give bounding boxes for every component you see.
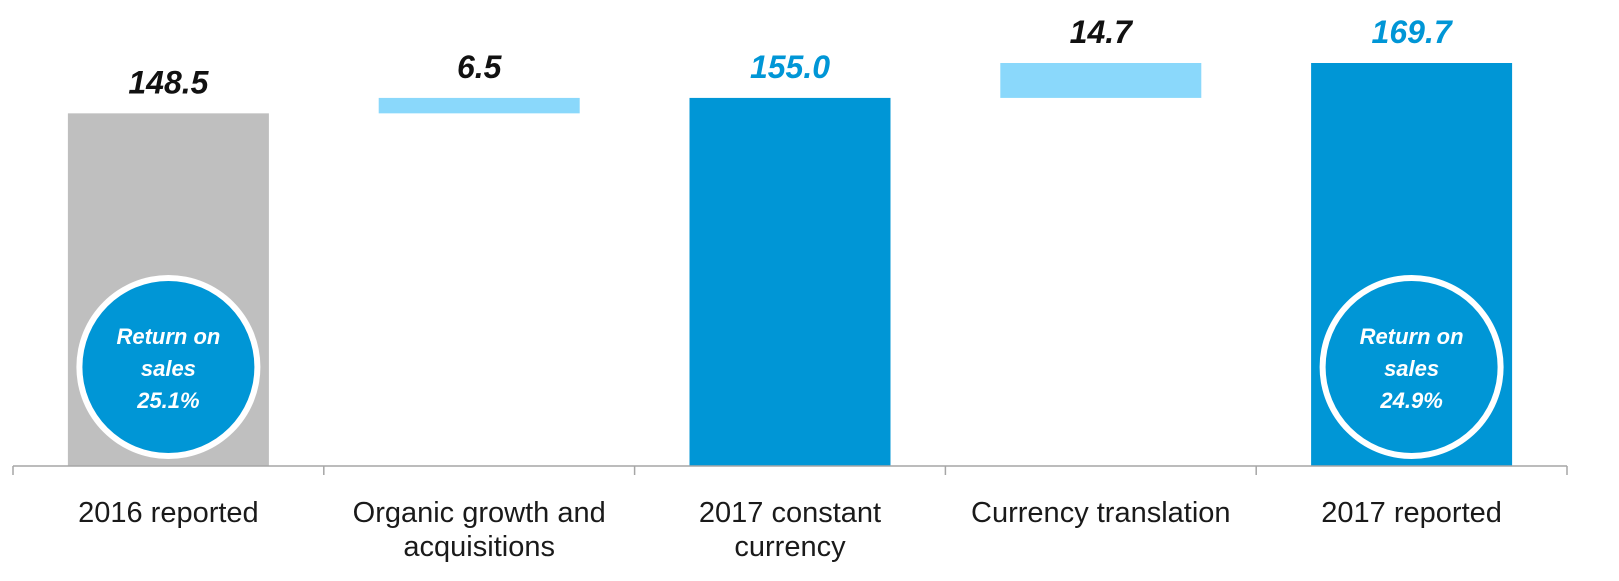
value-label-3: 155.0 — [750, 49, 830, 85]
category-label-line: 2017 constant — [699, 497, 881, 529]
category-label-4: Currency translation — [971, 497, 1231, 529]
category-label-line: 2017 reported — [1321, 497, 1502, 529]
badge-circle — [1325, 281, 1498, 453]
badge-text-line: sales — [141, 356, 196, 381]
value-label-5: 169.7 — [1372, 14, 1454, 50]
badge-text-line: 24.9% — [1379, 388, 1442, 413]
category-label-2: Organic growth and acquisitions — [353, 497, 606, 563]
category-label-line: currency — [734, 531, 846, 563]
return-on-sales-badge-2: Return on sales 24.9% — [1319, 275, 1504, 459]
return-on-sales-badges: Return on sales 25.1% Return on sales 24.9% — [76, 275, 1504, 459]
badge-text-line: Return on — [116, 324, 220, 349]
badge-text: Return on sales 24.9% — [1360, 324, 1464, 413]
category-label-line: acquisitions — [403, 531, 555, 563]
category-label-1: 2016 reported — [78, 497, 259, 529]
value-label-4: 14.7 — [1070, 14, 1134, 50]
x-axis — [12, 465, 1568, 475]
badge-text-line: Return on — [1360, 324, 1464, 349]
category-label-line: Organic growth and — [353, 497, 606, 529]
bar-2 — [378, 97, 580, 114]
category-label-line: 2016 reported — [78, 497, 259, 529]
value-labels: 148.5 6.5 155.0 14.7 169.7 — [128, 14, 1453, 100]
category-label-line: Currency translation — [971, 497, 1231, 529]
value-label-1: 148.5 — [128, 64, 209, 100]
value-label-2: 6.5 — [457, 49, 503, 85]
bars-layer — [67, 63, 1513, 467]
bar-4 — [1000, 63, 1202, 98]
badge-text-line: 25.1% — [136, 388, 199, 413]
bar-3 — [689, 97, 891, 467]
return-on-sales-badge-1: Return on sales 25.1% — [76, 275, 261, 459]
badge-text-line: sales — [1384, 356, 1439, 381]
category-label-3: 2017 constant currency — [699, 497, 881, 563]
badge-text: Return on sales 25.1% — [116, 324, 220, 413]
category-labels: 2016 reported Organic growth and acquisiti… — [78, 497, 1502, 563]
badge-circle — [82, 281, 255, 453]
category-label-5: 2017 reported — [1321, 497, 1502, 529]
